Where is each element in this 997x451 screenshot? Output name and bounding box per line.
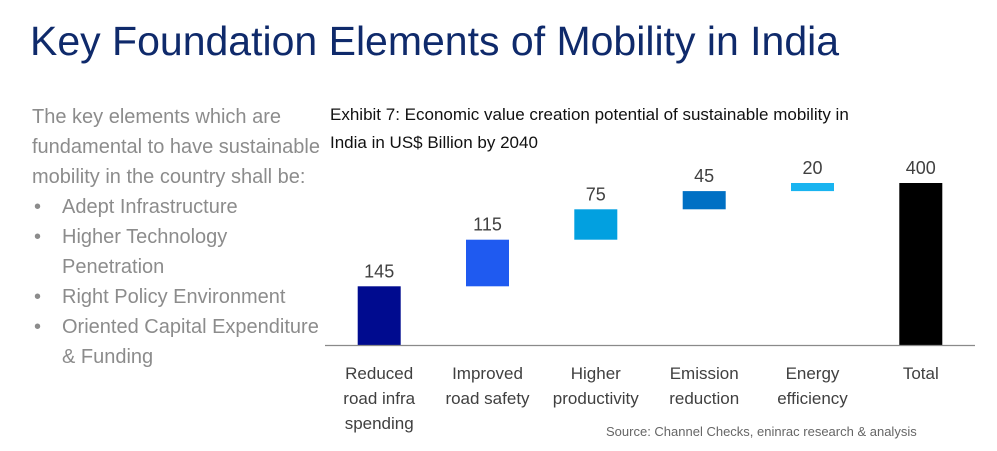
bullet-dot-icon: • xyxy=(34,286,42,308)
data-label: 45 xyxy=(694,166,714,186)
bullet-text: Right Policy Environment xyxy=(62,286,286,308)
bar xyxy=(574,209,618,240)
data-label: 75 xyxy=(586,184,606,204)
category-label-line: Energy xyxy=(786,364,840,383)
category-label: Higher productivity xyxy=(553,364,639,408)
bullet-dot-icon: • xyxy=(34,226,42,248)
page-title: Key Foundation Elements of Mobility in I… xyxy=(30,18,840,64)
category-label-line: Higher xyxy=(571,364,621,383)
intro-panel: The key elements which are fundamental t… xyxy=(32,102,322,372)
bar xyxy=(682,191,726,210)
category-label-line: Emission xyxy=(670,364,739,383)
data-label: 145 xyxy=(364,261,394,281)
category-label: Energy efficiency xyxy=(777,364,848,408)
bullet-dot-icon: • xyxy=(34,316,42,338)
data-label: 115 xyxy=(473,215,502,235)
category-label-line: road safety xyxy=(445,389,530,408)
bullet-dot-icon: • xyxy=(34,196,42,218)
chart-title: Exhibit 7: Economic value creation poten… xyxy=(330,105,849,152)
category-label-line: spending xyxy=(345,414,414,433)
bullet-text: Oriented Capital Expenditure & Funding xyxy=(62,316,319,368)
bullet-item: • Oriented Capital Expenditure & Funding xyxy=(32,312,322,372)
bar xyxy=(466,239,509,287)
bullet-text: Higher Technology Penetration xyxy=(62,226,228,278)
category-label-line: Improved xyxy=(452,364,523,383)
bullet-list: • Adept Infrastructure • Higher Technology… xyxy=(32,192,322,372)
bullet-item: • Higher Technology Penetration xyxy=(32,222,322,282)
category-label: Improved road safety xyxy=(445,364,530,408)
data-label: 400 xyxy=(906,158,936,178)
bullet-text: Adept Infrastructure xyxy=(62,196,238,218)
bar xyxy=(791,183,834,192)
category-label-line: road infra xyxy=(343,389,415,408)
category-label: Reduced road infra spending xyxy=(343,364,415,433)
category-label-line: Reduced xyxy=(345,364,413,383)
category-label-line: Total xyxy=(903,364,939,383)
bullet-item: • Right Policy Environment xyxy=(32,282,322,312)
category-label: Emission reduction xyxy=(669,364,739,408)
data-label: 20 xyxy=(802,158,822,178)
category-label-line: reduction xyxy=(669,389,739,408)
bar xyxy=(899,183,943,345)
bar xyxy=(357,286,401,345)
category-label-line: efficiency xyxy=(777,389,848,408)
category-label: Total xyxy=(903,364,939,383)
category-label-line: productivity xyxy=(553,389,639,408)
source-note: Source: Channel Checks, eninrac research… xyxy=(606,424,917,439)
bullet-item: • Adept Infrastructure xyxy=(32,192,322,222)
intro-text: The key elements which are fundamental t… xyxy=(32,106,320,188)
